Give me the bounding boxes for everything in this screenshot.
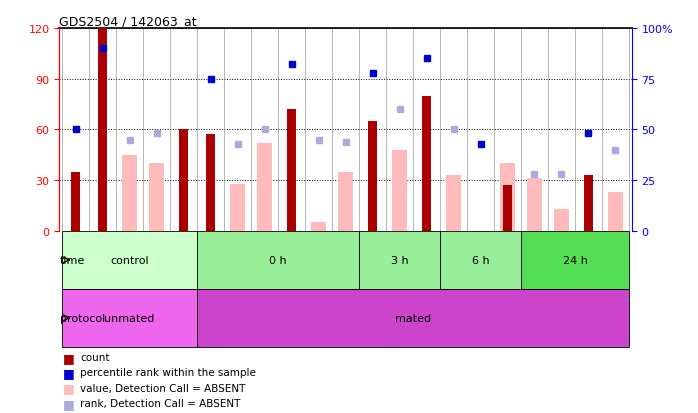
Text: mated: mated xyxy=(395,313,431,323)
Bar xyxy=(311,223,326,231)
Bar xyxy=(584,176,593,231)
Bar xyxy=(122,155,137,231)
Text: 6 h: 6 h xyxy=(472,255,489,265)
Bar xyxy=(554,209,569,231)
Text: protocol: protocol xyxy=(59,313,105,323)
Text: value, Detection Call = ABSENT: value, Detection Call = ABSENT xyxy=(80,383,246,393)
Bar xyxy=(197,289,629,347)
Text: ■: ■ xyxy=(63,396,75,410)
Bar xyxy=(500,164,515,231)
Text: ■: ■ xyxy=(63,381,75,394)
Text: 24 h: 24 h xyxy=(563,255,588,265)
Bar xyxy=(440,231,521,289)
Bar xyxy=(527,179,542,231)
Text: 0 h: 0 h xyxy=(269,255,287,265)
Text: time: time xyxy=(59,255,85,265)
Bar xyxy=(230,184,245,231)
Bar xyxy=(62,289,197,347)
Text: unmated: unmated xyxy=(104,313,155,323)
Bar xyxy=(392,150,407,231)
Text: rank, Detection Call = ABSENT: rank, Detection Call = ABSENT xyxy=(80,398,241,408)
Bar xyxy=(206,135,215,231)
Bar xyxy=(446,176,461,231)
Bar xyxy=(359,231,440,289)
Bar xyxy=(197,231,359,289)
Text: percentile rank within the sample: percentile rank within the sample xyxy=(80,368,256,377)
Bar xyxy=(368,122,377,231)
Text: GDS2504 / 142063_at: GDS2504 / 142063_at xyxy=(59,15,197,28)
Bar xyxy=(338,172,353,231)
Bar xyxy=(257,144,272,231)
Bar xyxy=(70,172,80,231)
Text: control: control xyxy=(110,255,149,265)
Bar xyxy=(608,192,623,231)
Bar xyxy=(503,186,512,231)
Text: ■: ■ xyxy=(63,366,75,379)
Bar xyxy=(98,29,107,231)
Text: count: count xyxy=(80,352,110,362)
Bar xyxy=(287,110,296,231)
Text: ■: ■ xyxy=(63,351,75,364)
Bar xyxy=(179,130,188,231)
Bar xyxy=(422,96,431,231)
Text: 3 h: 3 h xyxy=(391,255,408,265)
Bar xyxy=(521,231,629,289)
Bar xyxy=(149,164,164,231)
Bar xyxy=(62,231,197,289)
